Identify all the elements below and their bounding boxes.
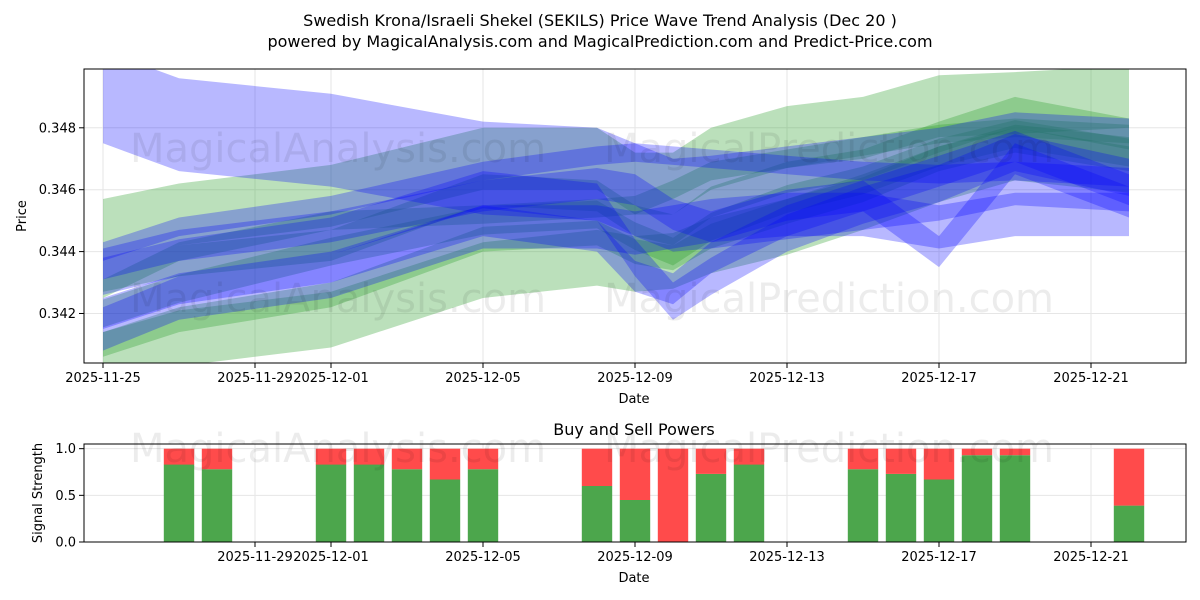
price-x-tick-label: 2025-12-05 xyxy=(445,371,521,386)
price-x-tick-label: 2025-12-13 xyxy=(749,371,825,386)
buy-sell-y-tick-label: 1.0 xyxy=(55,442,76,457)
buy-power-bar xyxy=(429,479,461,542)
buy-sell-x-tick-label: 2025-12-17 xyxy=(901,550,977,565)
sell-power-bar xyxy=(391,448,423,470)
buy-power-bar xyxy=(999,455,1031,542)
sell-power-bar xyxy=(847,448,879,470)
green-wave-band xyxy=(103,69,1129,261)
buy-sell-bars xyxy=(163,448,1145,542)
price-x-tick-label: 2025-11-25 xyxy=(65,371,141,386)
buy-sell-x-tick-label: 2025-12-21 xyxy=(1053,550,1129,565)
buy-sell-x-tick-label: 2025-12-09 xyxy=(597,550,673,565)
sell-power-bar xyxy=(885,448,917,474)
price-grid xyxy=(84,69,1186,363)
buy-power-bar xyxy=(847,469,879,542)
buy-sell-chart: Buy and Sell Powers MagicalAnalysis.com … xyxy=(31,420,1187,586)
buy-power-bar xyxy=(391,469,423,542)
chart-subtitle: powered by MagicalAnalysis.com and Magic… xyxy=(267,32,932,51)
buy-power-bar xyxy=(163,464,195,542)
price-x-label: Date xyxy=(618,392,649,407)
watermark-prediction-mid: MagicalPrediction.com xyxy=(604,276,1054,322)
green-wave-band xyxy=(103,96,1129,292)
buy-power-bar xyxy=(923,479,955,542)
blue-wave-band xyxy=(103,143,1129,280)
watermark-analysis-top: MagicalAnalysis.com xyxy=(130,126,546,172)
buy-sell-x-tick-label: 2025-11-29 xyxy=(217,550,293,565)
buy-power-bar xyxy=(315,464,347,542)
sell-power-bar xyxy=(201,448,233,470)
price-y-tick-label: 0.342 xyxy=(39,307,76,322)
price-wave-bands xyxy=(103,69,1129,363)
buy-sell-title: Buy and Sell Powers xyxy=(553,420,715,439)
buy-power-bar xyxy=(353,464,385,542)
green-wave-band xyxy=(103,127,1129,357)
buy-power-bar xyxy=(467,469,499,542)
blue-wave-band xyxy=(103,192,1129,351)
buy-power-bar xyxy=(885,473,917,542)
buy-power-bar xyxy=(1113,505,1145,542)
buy-power-bar xyxy=(201,469,233,542)
sell-power-bar xyxy=(923,448,955,480)
watermark-prediction-bottom: MagicalPrediction.com xyxy=(604,426,1054,472)
price-x-tick-label: 2025-11-29 xyxy=(217,371,293,386)
sell-power-bar xyxy=(429,448,461,480)
green-wave-band xyxy=(103,118,1129,298)
green-wave-band xyxy=(103,120,1129,328)
price-band-layer xyxy=(103,69,1129,363)
watermark-analysis-mid: MagicalAnalysis.com xyxy=(130,276,546,322)
sell-power-bar xyxy=(467,448,499,470)
blue-wave-band xyxy=(103,130,1129,329)
sell-power-bar xyxy=(353,448,385,465)
buy-sell-y-tick-label: 0.5 xyxy=(55,489,76,504)
price-x-tick-label: 2025-12-21 xyxy=(1053,371,1129,386)
sell-power-bar xyxy=(619,448,651,500)
sell-power-bar xyxy=(733,448,765,465)
price-axes: 2025-11-25 2025-11-29 2025-12-01 2025-12-05… xyxy=(39,121,1129,386)
sell-power-bar xyxy=(999,448,1031,456)
buy-power-bar xyxy=(733,464,765,542)
buy-sell-y-tick-label: 0.0 xyxy=(55,536,76,551)
blue-wave-band xyxy=(103,134,1129,320)
price-x-tick-label: 2025-12-09 xyxy=(597,371,673,386)
buy-sell-x-tick-label: 2025-12-05 xyxy=(445,550,521,565)
buy-power-bar xyxy=(961,455,993,542)
price-y-tick-label: 0.346 xyxy=(39,183,76,198)
sell-power-bar xyxy=(581,448,613,486)
buy-power-bar xyxy=(695,473,727,542)
price-x-tick-label: 2025-12-01 xyxy=(293,371,369,386)
watermark-analysis-bottom: MagicalAnalysis.com xyxy=(130,426,546,472)
buy-power-bar xyxy=(581,486,613,542)
chart-title: Swedish Krona/Israeli Shekel (SEKILS) Pr… xyxy=(303,11,897,30)
sell-power-bar xyxy=(657,448,689,542)
sell-power-bar xyxy=(695,448,727,474)
price-y-tick-label: 0.348 xyxy=(39,121,76,136)
price-y-tick-label: 0.344 xyxy=(39,245,76,260)
sell-power-bar xyxy=(961,448,993,456)
sell-power-bar xyxy=(1113,448,1145,506)
buy-power-bar xyxy=(619,500,651,542)
watermark-prediction-top: MagicalPrediction.com xyxy=(604,126,1054,172)
green-wave-band xyxy=(103,124,1129,363)
buy-sell-y-label: Signal Strength xyxy=(31,443,46,543)
price-x-tick-label: 2025-12-17 xyxy=(901,371,977,386)
buy-sell-x-tick-label: 2025-12-13 xyxy=(749,550,825,565)
price-chart: MagicalAnalysis.com MagicalPrediction.co… xyxy=(15,68,1187,407)
blue-wave-band xyxy=(103,143,1129,261)
buy-sell-axes: 2025-11-29 2025-12-01 2025-12-05 2025-12-09… xyxy=(55,442,1128,565)
blue-wave-band xyxy=(103,69,1129,252)
buy-sell-x-label: Date xyxy=(618,571,649,586)
sell-power-bar xyxy=(163,448,195,465)
buy-sell-x-tick-label: 2025-12-01 xyxy=(293,550,369,565)
price-y-label: Price xyxy=(15,200,30,232)
sell-power-bar xyxy=(315,448,347,465)
